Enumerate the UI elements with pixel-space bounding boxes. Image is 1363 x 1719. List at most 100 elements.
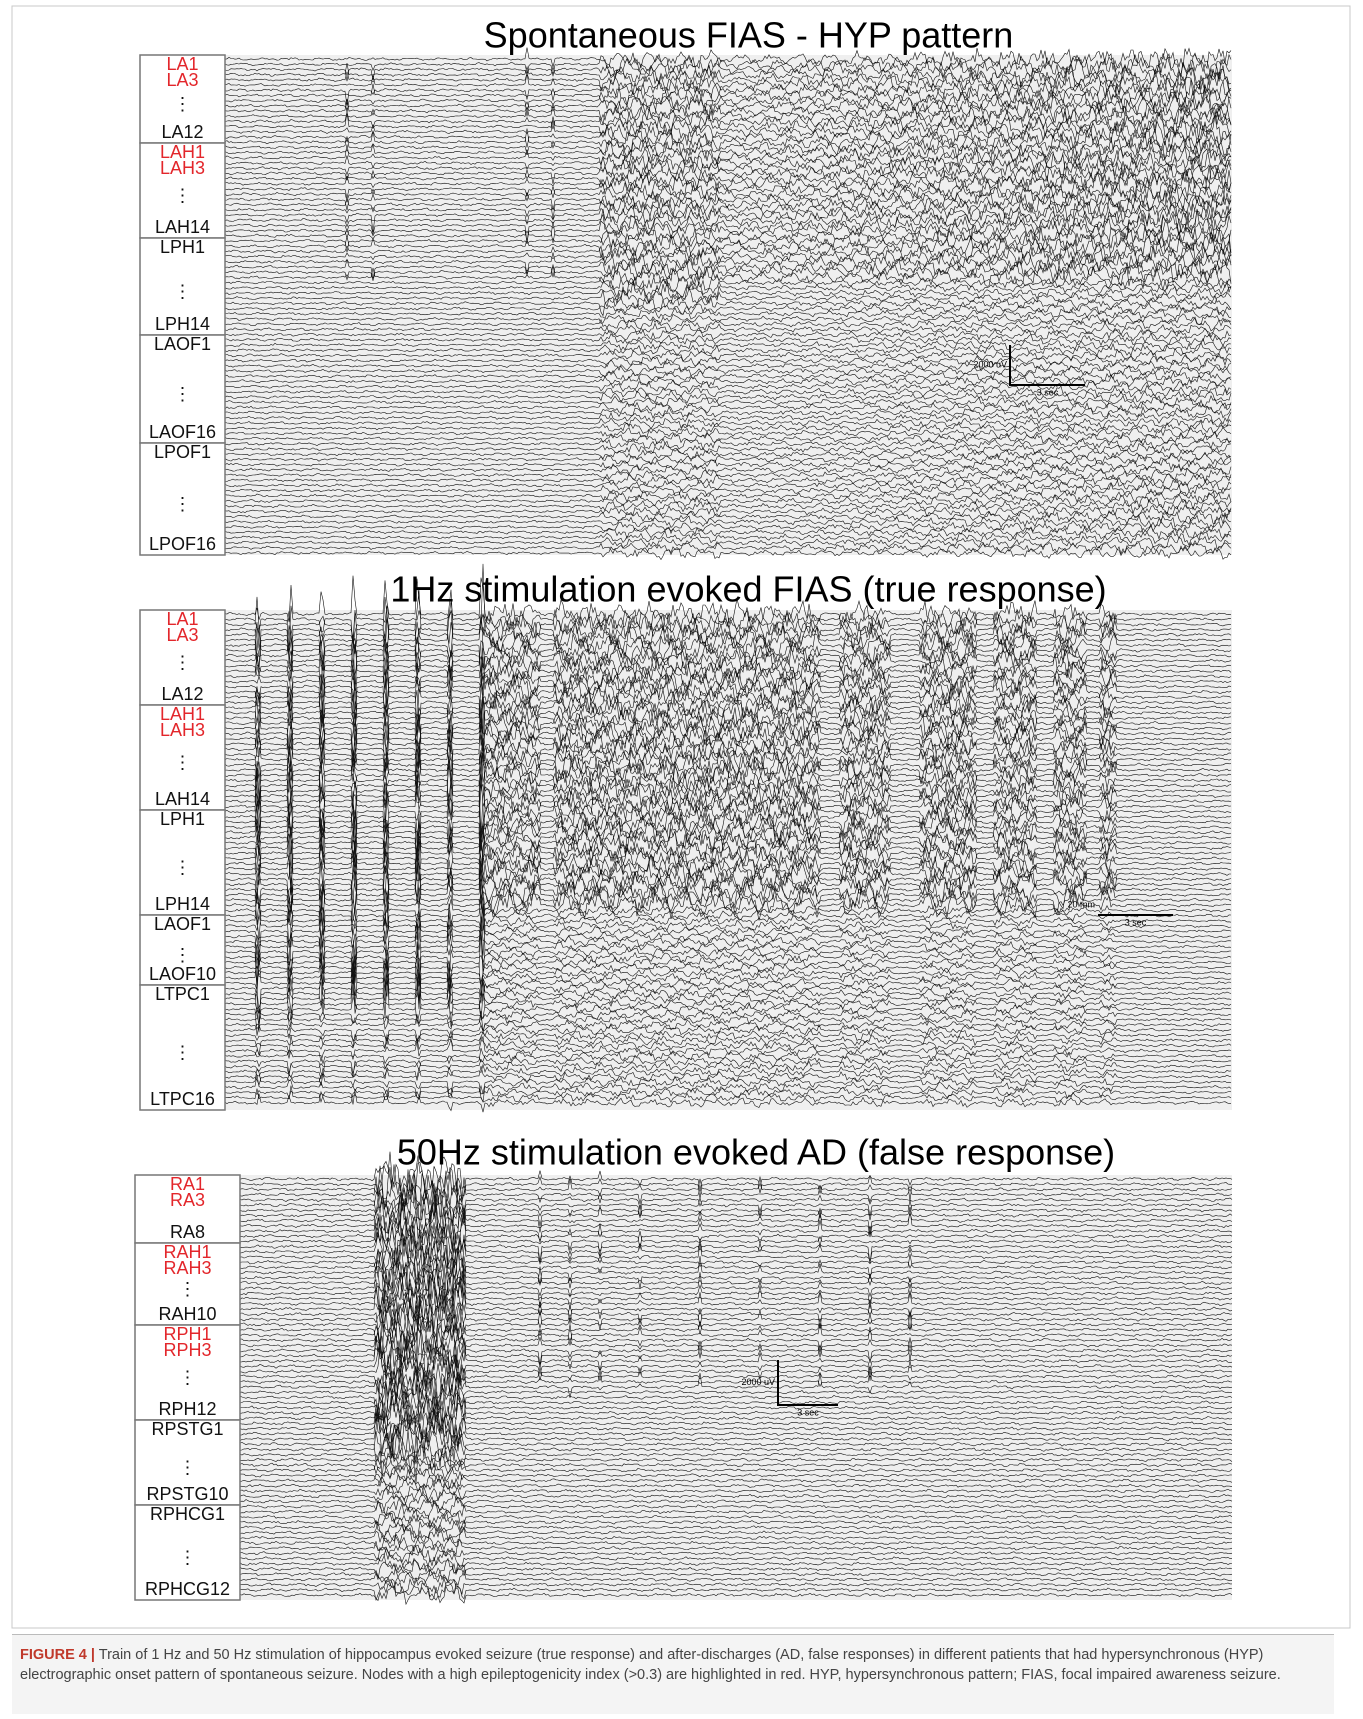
eeg-trace — [224, 401, 1232, 414]
eeg-trace — [224, 816, 1232, 866]
eeg-trace — [239, 1465, 1233, 1488]
eeg-trace — [224, 448, 1232, 461]
eeg-trace — [240, 1578, 1233, 1601]
eeg-trace — [239, 1165, 1233, 1220]
eeg-trace — [224, 148, 1232, 177]
channel-label: RPHCG1 — [150, 1504, 225, 1524]
eeg-trace — [224, 389, 1232, 404]
eeg-trace — [224, 104, 1232, 133]
eeg-trace — [239, 1151, 1233, 1203]
group-box — [139, 442, 226, 556]
eeg-trace — [224, 431, 1232, 445]
channel-label: RPH3 — [163, 1340, 211, 1360]
group-box — [134, 1419, 241, 1506]
eeg-trace — [239, 1562, 1233, 1583]
eeg-trace — [240, 1155, 1233, 1213]
eeg-trace — [224, 888, 1232, 956]
ellipsis: ⋮ — [174, 652, 192, 672]
figure: Spontaneous FIAS - HYP patternLA1LA3⋮LA1… — [11, 5, 1351, 1629]
eeg-trace — [225, 169, 1232, 202]
eeg-trace — [224, 856, 1232, 925]
eeg-trace — [239, 1315, 1233, 1372]
channel-label: LAH1 — [160, 142, 205, 162]
eeg-trace — [239, 1225, 1233, 1286]
eeg-trace — [224, 1011, 1232, 1033]
eeg-trace — [239, 1232, 1233, 1291]
eeg-trace — [224, 683, 1232, 772]
eeg-trace — [239, 1272, 1233, 1332]
eeg-trace — [239, 1509, 1233, 1528]
eeg-trace — [224, 126, 1232, 161]
eeg-trace — [224, 577, 1232, 649]
eeg-trace — [239, 1290, 1233, 1338]
eeg-trace — [224, 245, 1232, 275]
eeg-trace — [224, 467, 1232, 484]
scale-time: 3 sec — [1037, 387, 1059, 397]
eeg-trace — [224, 165, 1232, 195]
eeg-trace — [239, 1193, 1233, 1253]
eeg-trace — [239, 1226, 1233, 1286]
eeg-trace — [224, 102, 1232, 130]
eeg-trace — [239, 1363, 1233, 1423]
channel-label: LA12 — [161, 684, 203, 704]
eeg-trace — [224, 341, 1232, 357]
eeg-trace — [224, 891, 1232, 946]
eeg-trace — [224, 903, 1232, 985]
channel-label: LPH1 — [160, 809, 205, 829]
eeg-trace — [224, 307, 1232, 320]
eeg-trace — [224, 941, 1232, 1002]
eeg-trace — [239, 1535, 1233, 1553]
caption: FIGURE 4 | Train of 1 Hz and 50 Hz stimu… — [12, 1634, 1334, 1714]
channel-label: LA1 — [166, 54, 198, 74]
eeg-trace — [224, 707, 1232, 771]
eeg-trace — [224, 760, 1232, 835]
eeg-trace — [224, 596, 1231, 682]
eeg-trace — [224, 686, 1232, 733]
group-box — [139, 914, 226, 986]
eeg-trace — [239, 1452, 1233, 1476]
eeg-trace — [239, 1496, 1233, 1516]
eeg-trace — [224, 394, 1232, 411]
eeg-trace — [224, 457, 1232, 471]
group-box — [134, 1174, 241, 1244]
ellipsis: ⋮ — [174, 857, 192, 877]
eeg-trace — [224, 209, 1232, 243]
eeg-trace — [239, 1557, 1233, 1580]
eeg-trace — [239, 1444, 1233, 1464]
eeg-trace — [224, 952, 1232, 1010]
eeg-trace — [224, 110, 1232, 143]
eeg-trace — [224, 1063, 1232, 1081]
eeg-trace — [239, 1481, 1233, 1502]
eeg-trace — [224, 207, 1232, 233]
channel-label: LAOF16 — [149, 422, 216, 442]
eeg-trace — [224, 167, 1232, 199]
traces — [224, 47, 1232, 561]
scale-amplitude: 2000 uV — [973, 359, 1007, 369]
eeg-trace — [224, 1074, 1232, 1104]
eeg-trace — [224, 894, 1232, 955]
group-box — [139, 809, 226, 916]
eeg-trace — [239, 1569, 1233, 1589]
eeg-trace — [239, 1251, 1233, 1300]
channel-label: RA8 — [170, 1222, 205, 1242]
panel-title: 50Hz stimulation evoked AD (false respon… — [397, 1132, 1115, 1173]
eeg-trace — [239, 1417, 1233, 1473]
eeg-trace — [224, 903, 1232, 985]
channel-label: RA3 — [170, 1190, 205, 1210]
group-box — [139, 142, 226, 239]
eeg-trace — [224, 628, 1232, 691]
eeg-trace — [239, 1354, 1233, 1413]
eeg-trace — [224, 354, 1232, 368]
eeg-trace — [224, 416, 1232, 430]
eeg-trace — [224, 365, 1232, 378]
group-box — [134, 1242, 241, 1326]
eeg-trace — [224, 930, 1232, 985]
ellipsis: ⋮ — [179, 1367, 197, 1387]
eeg-trace — [224, 697, 1232, 741]
eeg-trace — [239, 1384, 1233, 1439]
ellipsis: ⋮ — [179, 1457, 197, 1477]
eeg-trace — [239, 1525, 1233, 1549]
eeg-trace — [224, 745, 1232, 844]
eeg-trace — [224, 405, 1232, 419]
eeg-trace — [239, 1408, 1233, 1465]
